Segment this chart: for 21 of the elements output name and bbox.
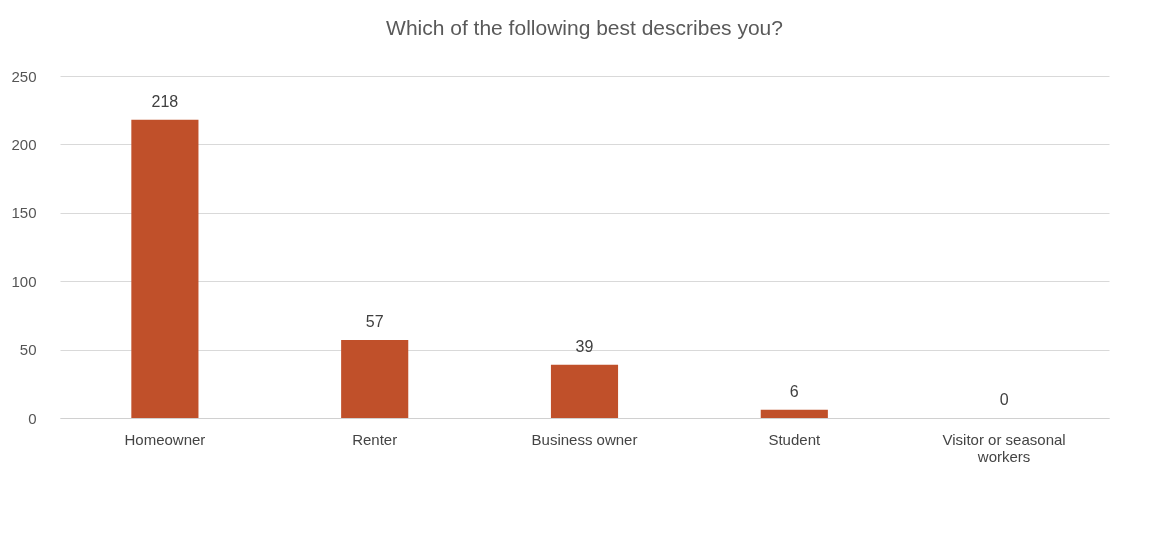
x-tick-label: Homeowner xyxy=(124,430,206,448)
chart-title: Which of the following best describes you? xyxy=(386,16,783,39)
data-label: 39 xyxy=(575,337,594,355)
y-tick-label: 0 xyxy=(28,409,37,427)
y-tick-label: 200 xyxy=(11,135,37,153)
x-tick-label: Renter xyxy=(352,430,398,448)
bar xyxy=(341,340,409,418)
bar xyxy=(131,119,199,418)
data-label: 0 xyxy=(999,391,1009,408)
x-tick-label: Business owner xyxy=(531,430,638,448)
y-tick-label: 250 xyxy=(11,67,37,85)
data-label: 6 xyxy=(789,382,799,400)
x-tick-label: Student xyxy=(768,430,821,448)
y-tick-label: 150 xyxy=(11,204,37,222)
data-label: 218 xyxy=(151,92,179,110)
data-label: 57 xyxy=(365,313,384,331)
bar xyxy=(760,409,828,418)
y-tick-label: 50 xyxy=(19,341,37,359)
y-tick-label: 100 xyxy=(11,272,37,290)
x-tick-label: Visitor or seasonal workers xyxy=(942,430,1066,465)
bar xyxy=(550,364,619,418)
